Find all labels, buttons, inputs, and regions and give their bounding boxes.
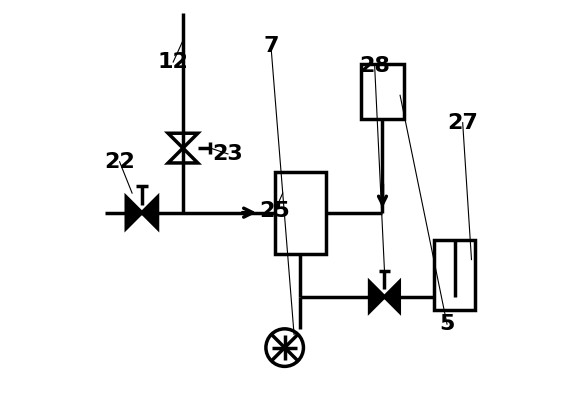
Polygon shape <box>384 282 400 312</box>
Bar <box>361 64 404 119</box>
Text: 12: 12 <box>158 52 188 72</box>
Text: 25: 25 <box>260 201 290 221</box>
Polygon shape <box>126 197 142 228</box>
Bar <box>434 240 476 310</box>
Text: 5: 5 <box>439 314 455 334</box>
Text: 28: 28 <box>359 56 390 76</box>
Text: 22: 22 <box>104 152 135 172</box>
Bar <box>275 171 326 254</box>
Text: 27: 27 <box>448 113 478 133</box>
Text: 7: 7 <box>263 36 278 56</box>
Text: 23: 23 <box>212 144 243 164</box>
Polygon shape <box>142 197 157 228</box>
Polygon shape <box>370 282 384 312</box>
